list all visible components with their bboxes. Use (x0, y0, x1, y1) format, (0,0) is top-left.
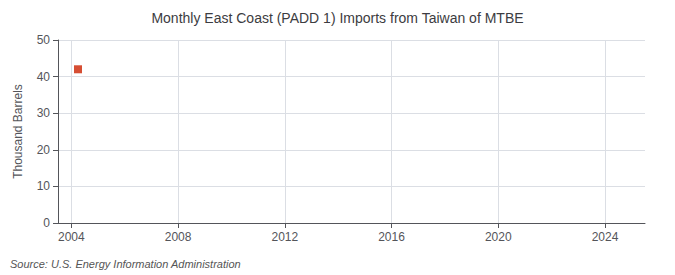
svg-text:Source: U.S. Energy Informatio: Source: U.S. Energy Information Administ… (10, 258, 241, 270)
svg-text:2016: 2016 (378, 230, 405, 244)
svg-text:30: 30 (37, 106, 51, 120)
svg-text:2020: 2020 (485, 230, 512, 244)
svg-text:40: 40 (37, 70, 51, 84)
svg-text:10: 10 (37, 179, 51, 193)
svg-text:2024: 2024 (592, 230, 619, 244)
svg-text:50: 50 (37, 33, 51, 47)
svg-text:2004: 2004 (58, 230, 85, 244)
svg-text:20: 20 (37, 143, 51, 157)
svg-text:Thousand Barrels: Thousand Barrels (11, 84, 25, 179)
svg-text:2008: 2008 (165, 230, 192, 244)
svg-text:Monthly East Coast (PADD 1) Im: Monthly East Coast (PADD 1) Imports from… (151, 10, 523, 26)
svg-text:0: 0 (43, 216, 50, 230)
svg-text:2012: 2012 (271, 230, 298, 244)
